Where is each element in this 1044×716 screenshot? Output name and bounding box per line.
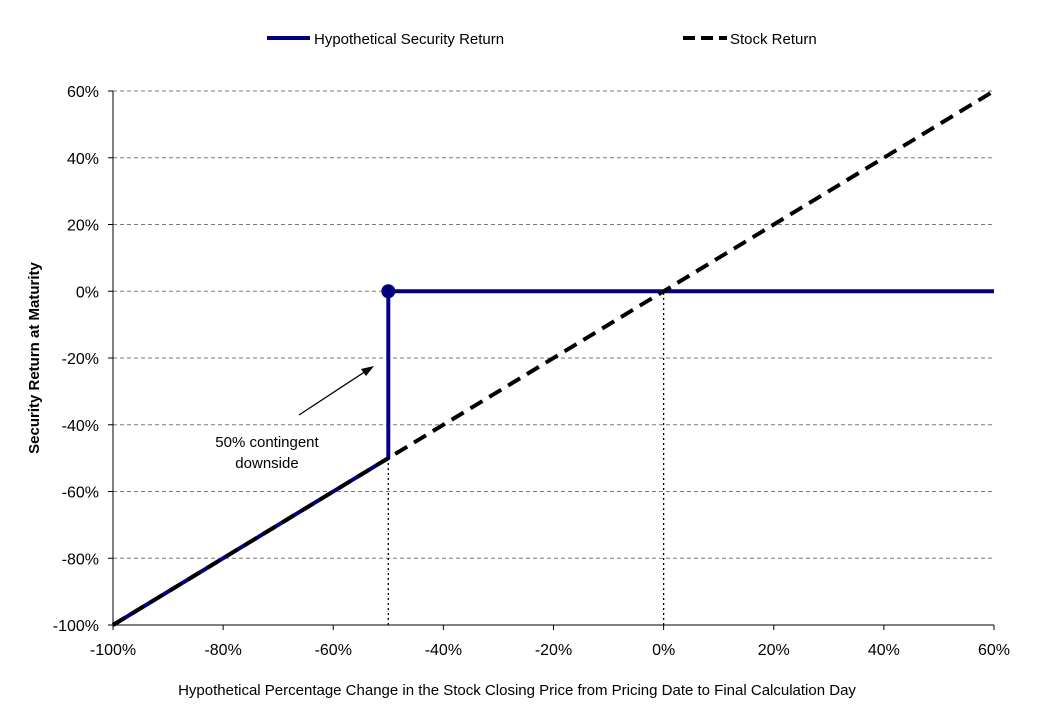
security-return-marker (381, 284, 396, 299)
y-axis-title: Security Return at Maturity (26, 261, 43, 453)
x-tick-label-4: -20% (535, 642, 572, 659)
x-tick-label-8: 60% (978, 642, 1010, 659)
annotation-line-2: downside (235, 455, 298, 472)
series-lines (111, 89, 996, 627)
y-tick-label-4: -20% (62, 351, 99, 368)
reference-lines (387, 291, 665, 625)
x-axis-title: Hypothetical Percentage Change in the St… (178, 682, 856, 699)
y-tick-label-5: 0% (76, 284, 99, 301)
series-line-stock-return (111, 89, 996, 627)
axes (108, 90, 995, 630)
annotation-arrowhead (361, 366, 374, 376)
annotation-line-1: 50% contingent (215, 434, 319, 451)
y-tick-label-8: 60% (67, 84, 99, 101)
legend-label-security-return: Hypothetical Security Return (314, 31, 504, 48)
x-tick-label-2: -60% (315, 642, 352, 659)
x-tick-label-7: 40% (868, 642, 900, 659)
annotation-arrow (298, 370, 367, 416)
x-tick-label-0: -100% (90, 642, 136, 659)
y-tick-label-3: -40% (62, 418, 99, 435)
x-tick-labels: -100% -80% -60% -40% -20% 0% 20% 40% 60% (90, 642, 1010, 659)
x-tick-label-3: -40% (425, 642, 462, 659)
x-tick-label-6: 20% (758, 642, 790, 659)
y-tick-label-1: -80% (62, 551, 99, 568)
y-tick-label-7: 40% (67, 151, 99, 168)
x-tick-label-5: 0% (652, 642, 675, 659)
gridlines (113, 90, 994, 559)
legend-label-stock-return: Stock Return (730, 31, 817, 48)
y-tick-label-0: -100% (53, 618, 99, 635)
annotation: 50% contingent downside (215, 366, 374, 472)
y-tick-label-2: -60% (62, 485, 99, 502)
x-tick-label-1: -80% (204, 642, 241, 659)
y-tick-labels: -100% -80% -60% -40% -20% 0% 20% 40% 60% (53, 84, 99, 635)
legend: Hypothetical Security Return Stock Retur… (267, 31, 817, 48)
y-tick-label-6: 20% (67, 218, 99, 235)
